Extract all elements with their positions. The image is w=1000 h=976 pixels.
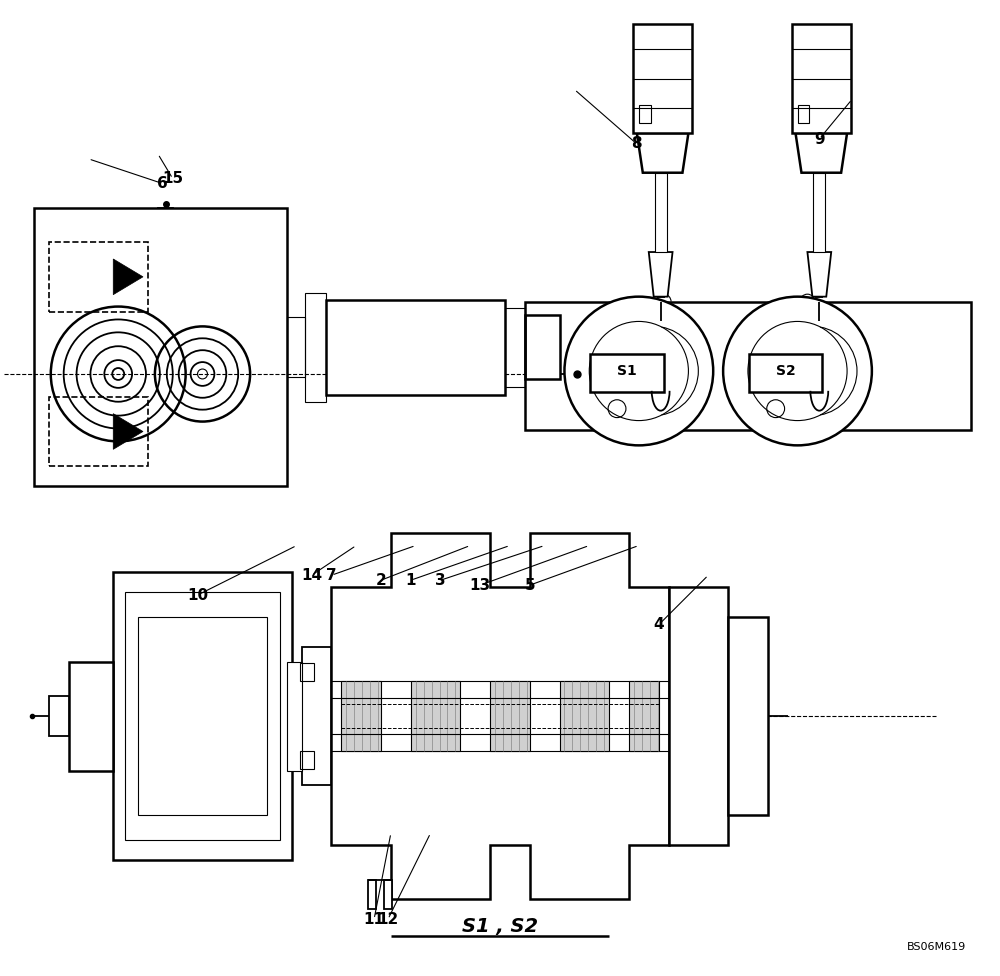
Text: BS06M619: BS06M619 xyxy=(907,942,966,952)
Bar xyxy=(633,24,692,133)
Polygon shape xyxy=(807,252,831,297)
Text: 10: 10 xyxy=(187,588,208,602)
Bar xyxy=(305,293,326,402)
Bar xyxy=(49,397,148,467)
Bar xyxy=(411,681,460,751)
Text: 5: 5 xyxy=(524,578,535,592)
Bar xyxy=(368,879,376,910)
Polygon shape xyxy=(649,252,673,297)
Text: 7: 7 xyxy=(326,568,337,583)
Bar xyxy=(505,307,525,386)
Bar xyxy=(655,173,667,252)
Bar xyxy=(490,681,530,751)
Bar xyxy=(49,696,69,736)
Text: 4: 4 xyxy=(653,618,664,632)
Text: 3: 3 xyxy=(435,573,446,588)
Bar xyxy=(125,592,280,840)
Text: S1: S1 xyxy=(617,364,637,378)
Bar xyxy=(138,617,267,815)
Text: 14: 14 xyxy=(301,568,322,583)
Text: 1: 1 xyxy=(406,573,416,588)
Bar xyxy=(639,105,651,123)
Bar xyxy=(287,317,305,377)
Bar xyxy=(384,879,392,910)
Bar xyxy=(728,617,768,815)
Circle shape xyxy=(564,297,713,445)
Text: 15: 15 xyxy=(162,171,183,186)
Bar xyxy=(326,300,505,395)
Bar xyxy=(69,662,113,771)
Bar xyxy=(525,302,971,430)
Bar xyxy=(287,662,302,771)
Circle shape xyxy=(723,297,872,445)
Bar xyxy=(302,647,331,786)
Text: S1 , S2: S1 , S2 xyxy=(462,916,538,936)
Text: S2: S2 xyxy=(776,364,795,378)
Bar xyxy=(113,572,292,860)
Text: 8: 8 xyxy=(632,137,642,151)
Bar xyxy=(629,681,659,751)
Bar xyxy=(792,24,851,133)
Bar xyxy=(341,681,381,751)
Bar xyxy=(317,691,331,741)
Bar xyxy=(300,664,314,681)
Bar xyxy=(49,242,148,311)
Text: 13: 13 xyxy=(470,578,491,592)
FancyBboxPatch shape xyxy=(749,354,822,391)
Bar xyxy=(34,209,287,486)
Polygon shape xyxy=(637,133,688,173)
Bar xyxy=(525,315,560,379)
Text: 6: 6 xyxy=(157,176,168,191)
Bar xyxy=(813,173,825,252)
Text: 2: 2 xyxy=(376,573,386,588)
Text: 12: 12 xyxy=(377,912,399,927)
Polygon shape xyxy=(331,533,669,900)
Polygon shape xyxy=(113,259,143,295)
Bar xyxy=(300,751,314,768)
Bar xyxy=(560,681,609,751)
FancyBboxPatch shape xyxy=(590,354,664,391)
Polygon shape xyxy=(113,414,143,449)
Text: 11: 11 xyxy=(364,912,385,927)
Text: 9: 9 xyxy=(814,132,825,146)
Bar xyxy=(292,676,317,755)
Polygon shape xyxy=(796,133,847,173)
Bar xyxy=(669,588,728,845)
Bar xyxy=(798,105,809,123)
